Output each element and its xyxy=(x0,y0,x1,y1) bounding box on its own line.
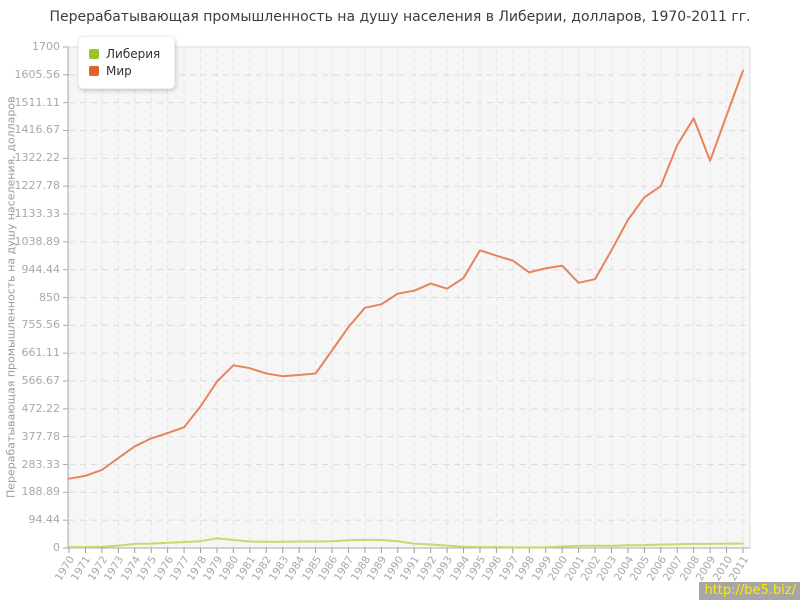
y-tick-label: 1416.67 xyxy=(14,123,61,137)
y-tick-label: 1038.89 xyxy=(14,234,61,248)
legend-label-liberia: Либерия xyxy=(106,47,161,61)
y-tick-label: 566.67 xyxy=(21,373,61,387)
legend-item-liberia: Либерия xyxy=(89,47,160,61)
y-tick-label: 283.33 xyxy=(21,457,61,471)
liberia-series-swatch-icon xyxy=(89,49,99,59)
world-series-swatch-icon xyxy=(89,66,99,76)
legend: Либерия Мир xyxy=(78,36,176,89)
y-tick-label: 661.11 xyxy=(21,346,61,360)
y-tick-label: 0 xyxy=(53,541,60,554)
legend-item-world: Мир xyxy=(89,64,160,78)
y-tick-label: 944.44 xyxy=(21,262,61,276)
y-tick-label: 1605.56 xyxy=(14,67,61,81)
y-tick-label: 472.22 xyxy=(21,401,61,415)
liberia-series-line xyxy=(68,537,744,549)
y-tick-label: 1227.78 xyxy=(14,179,61,193)
y-tick-label: 1322.22 xyxy=(14,151,61,165)
y-tick-label: 850 xyxy=(39,290,60,304)
world-series-line xyxy=(68,69,744,480)
y-tick-label: 377.78 xyxy=(21,429,61,443)
y-tick-label: 188.89 xyxy=(21,485,61,499)
y-tick-label: 1133.33 xyxy=(14,207,61,220)
y-tick-label: 1511.11 xyxy=(14,95,61,109)
y-tick-label: 94.44 xyxy=(28,513,61,527)
chart-title: Перерабатывающая промышленность на душу … xyxy=(49,9,751,25)
y-tick-label: 1700 xyxy=(32,40,60,53)
legend-label-world: Мир xyxy=(106,64,132,78)
y-tick-label: 755.56 xyxy=(21,318,61,332)
watermark-link[interactable]: http://be5.biz/ xyxy=(699,582,800,600)
